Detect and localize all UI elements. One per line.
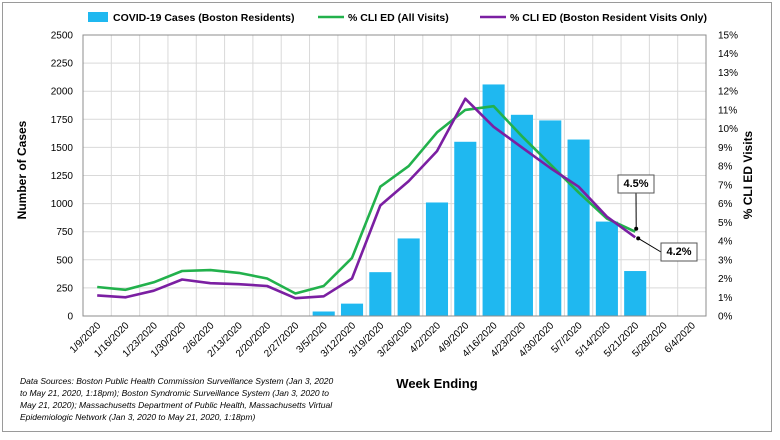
y2-tick-label: 8% (718, 162, 733, 173)
bar (340, 303, 364, 316)
annotations: 4.5% 4.2% (617, 174, 698, 262)
cli-all-visits-line (97, 104, 636, 295)
bar (397, 238, 420, 316)
bar (595, 221, 618, 316)
y-tick-label: 1750 (51, 115, 74, 126)
y-tick-label: 2250 (51, 59, 74, 70)
y2-tick-label: 7% (718, 180, 733, 191)
y2-tick-label: 6% (718, 199, 733, 210)
bar (510, 114, 533, 316)
bar (425, 202, 449, 316)
annotation-box (617, 174, 655, 194)
annotation-box (660, 242, 698, 262)
legend-label: % CLI ED (All Visits) (348, 12, 449, 24)
bar (482, 84, 505, 317)
y2-tick-label: 3% (718, 255, 733, 266)
annotation-label: 4.2% (666, 246, 691, 258)
bar (454, 141, 477, 316)
y2-tick-label: 13% (718, 68, 738, 79)
y2-tick-label: 9% (718, 143, 733, 154)
y2-axis-title: % CLI ED Visits (741, 130, 755, 219)
plot-border (82, 34, 707, 317)
x-axis-title: Week Ending (396, 376, 477, 391)
y-tick-label: 0 (67, 312, 73, 323)
y2-tick-label: 14% (718, 49, 738, 60)
bar (539, 120, 562, 316)
y2-tick-label: 5% (718, 218, 733, 229)
y-axis-title: Number of Cases (15, 120, 29, 219)
y-tick-label: 2000 (51, 87, 74, 98)
legend-label: COVID-19 Cases (Boston Residents) (113, 12, 294, 24)
y2-tick-label: 4% (718, 237, 733, 248)
annotation-arrowhead (634, 226, 639, 231)
legend-label: % CLI ED (Boston Resident Visits Only) (510, 12, 707, 24)
legend-swatch-bars (88, 12, 108, 22)
annotation-label: 4.5% (623, 178, 648, 190)
y2-tick-label: 11% (718, 105, 737, 116)
y2-tick-label: 0% (718, 312, 733, 323)
y2-tick-label: 12% (718, 87, 738, 98)
y2-tick-label: 15% (718, 31, 738, 42)
y-tick-label: 500 (56, 255, 73, 266)
y-tick-label: 1000 (51, 199, 74, 210)
y2-tick-label: 1% (718, 293, 733, 304)
bar (567, 139, 590, 316)
x-tick-label: 6/4/2020 (663, 320, 699, 356)
y2-tick-label: 10% (718, 124, 738, 135)
bar (369, 272, 392, 316)
bar (624, 271, 647, 316)
annotation-arrowhead (636, 236, 641, 241)
y-tick-label: 1250 (51, 171, 74, 182)
cli-boston-residents-line (97, 97, 636, 300)
chart-frame (2, 2, 772, 432)
y-tick-label: 2500 (51, 31, 74, 42)
data-sources-note: Data Sources: Boston Public Health Commi… (20, 376, 334, 422)
y-tick-label: 250 (56, 283, 73, 294)
y-tick-label: 750 (56, 227, 73, 238)
y2-tick-label: 2% (718, 274, 733, 285)
y-tick-label: 1500 (51, 143, 74, 154)
line-series (97, 97, 636, 300)
legend: COVID-19 Cases (Boston Residents) % CLI E… (88, 12, 707, 24)
annotation-arrow (637, 237, 662, 253)
bar (312, 311, 335, 316)
